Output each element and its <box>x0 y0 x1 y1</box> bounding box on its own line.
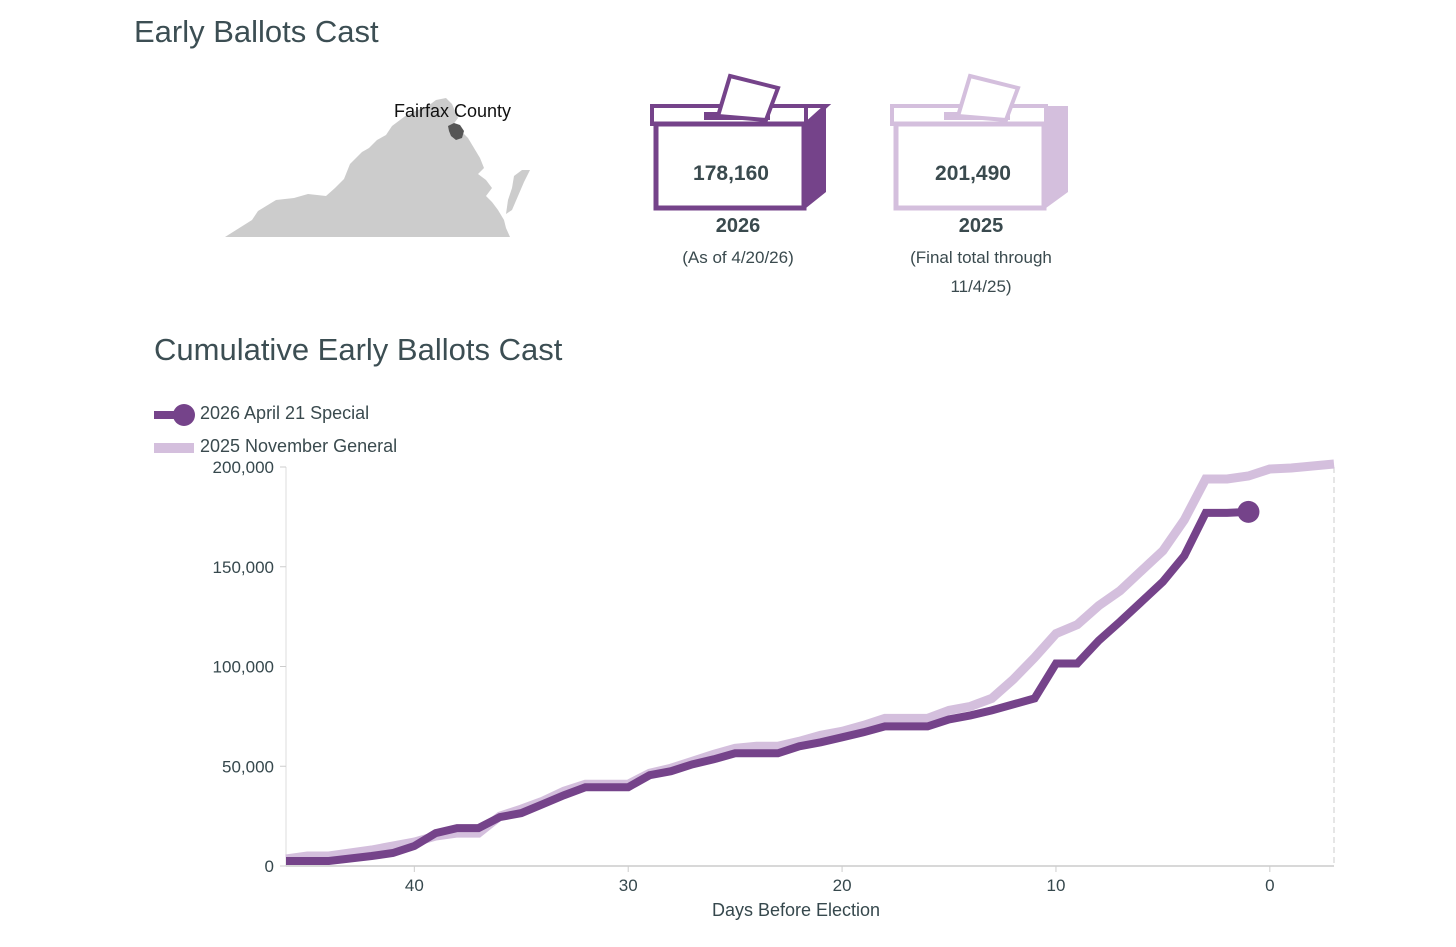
ballot-box-icon <box>890 73 1068 211</box>
virginia-map <box>225 98 530 237</box>
page-title: Early Ballots Cast <box>134 14 379 49</box>
legend-item-2026[interactable]: 2026 April 21 Special <box>154 403 414 429</box>
virginia-shape <box>225 98 510 237</box>
eastern-shore-shape <box>506 170 530 214</box>
series-end-marker-2026[interactable] <box>1237 500 1260 523</box>
chart-title: Cumulative Early Ballots Cast <box>154 332 563 367</box>
chart-series <box>285 459 1335 865</box>
box-note-2025: (Final total through 11/4/25) <box>910 248 1052 296</box>
series-line-2026[interactable] <box>286 507 1249 865</box>
y-tick-label: 200,000 <box>213 458 274 477</box>
x-tick-label: 20 <box>833 876 852 895</box>
x-tick-label: 40 <box>405 876 424 895</box>
ballot-box-icon <box>650 73 832 211</box>
box-note-2026: (As of 4/20/26) <box>682 248 794 267</box>
ballot-box-2026: 178,160 2026 (As of 4/20/26) <box>618 72 858 302</box>
ballot-box-2025: 201,490 2025 (Final total through 11/4/2… <box>858 72 1098 302</box>
series-line-2025[interactable] <box>285 459 1335 864</box>
y-tick-label: 50,000 <box>222 757 274 776</box>
box-year-2026: 2026 <box>715 215 761 237</box>
box-year-2025: 2025 <box>958 215 1004 237</box>
x-axis-title: Days Before Election <box>712 900 880 920</box>
county-label: Fairfax County <box>394 101 512 121</box>
ballot-count-2026: 178,160 <box>693 162 769 185</box>
x-tick-label: 0 <box>1265 876 1274 895</box>
chart-axes: 0 50,000 100,000 150,000 200,000 40 30 20 10 0 Day… <box>213 458 1335 920</box>
ballot-count-2025: 201,490 <box>935 162 1011 185</box>
legend-label-2025: 2025 November General <box>200 436 398 456</box>
x-tick-label: 30 <box>619 876 638 895</box>
y-tick-label: 100,000 <box>213 658 274 677</box>
legend-item-2025[interactable]: 2025 November General <box>154 436 424 462</box>
fairfax-county-shape <box>448 123 464 140</box>
legend-label-2026: 2026 April 21 Special <box>200 403 370 423</box>
legend-swatch-2025 <box>154 443 194 453</box>
x-tick-label: 10 <box>1046 876 1065 895</box>
y-tick-label: 0 <box>265 857 274 876</box>
y-tick-label: 150,000 <box>213 558 274 577</box>
legend-swatch-2026 <box>154 404 195 426</box>
